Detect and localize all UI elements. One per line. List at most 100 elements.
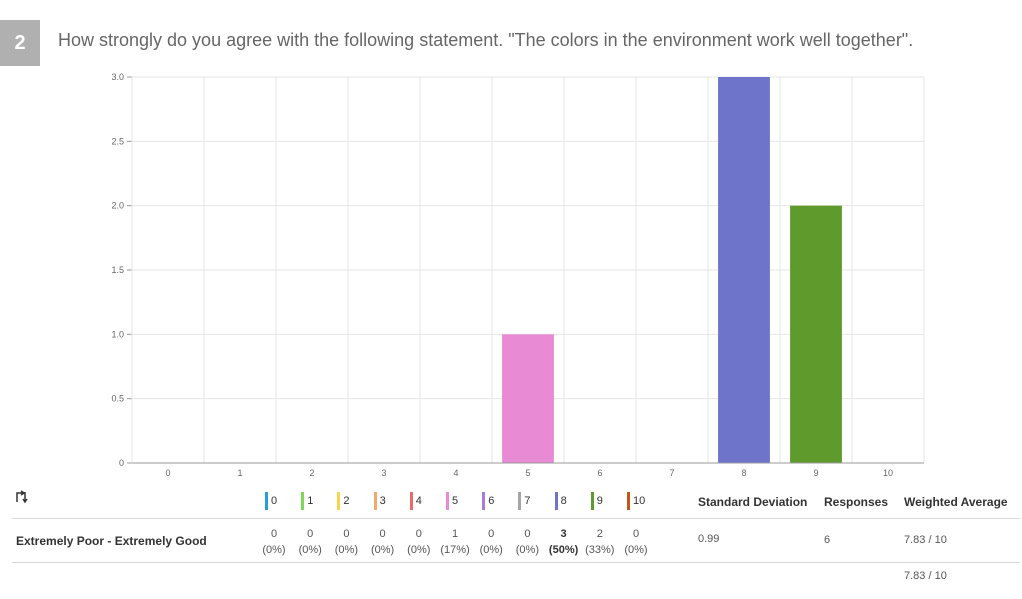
cell-percent: (0%) bbox=[262, 544, 286, 556]
y-tick-label: 2.5 bbox=[111, 136, 124, 146]
question-number: 2 bbox=[0, 20, 40, 66]
legend-swatch bbox=[265, 492, 268, 510]
x-tick-label: 6 bbox=[597, 468, 602, 478]
weighted-average-value: 7.83 / 10 bbox=[904, 534, 947, 546]
cell-count: 0 bbox=[415, 528, 422, 540]
cell-count: 0 bbox=[379, 528, 386, 540]
legend-swatch bbox=[373, 492, 377, 510]
x-tick-label: 8 bbox=[741, 468, 746, 478]
legend-label: 5 bbox=[452, 495, 459, 507]
legend-label: 9 bbox=[596, 495, 603, 507]
responses-value: 6 bbox=[824, 534, 831, 546]
legend-label: 7 bbox=[524, 495, 531, 507]
x-tick-label: 1 bbox=[237, 468, 242, 478]
question-text: How strongly do you agree with the follo… bbox=[58, 30, 914, 50]
legend-item-4: 4 bbox=[409, 492, 422, 510]
cell-count: 0 bbox=[488, 528, 495, 540]
cell-percent: (0%) bbox=[624, 544, 648, 556]
cell-percent: (33%) bbox=[585, 544, 615, 556]
legend-swatch bbox=[627, 492, 630, 510]
cell-count: 3 bbox=[560, 528, 567, 540]
cell-count: 2 bbox=[596, 528, 603, 540]
bar-5 bbox=[502, 334, 554, 463]
legend-item-9: 9 bbox=[590, 492, 603, 510]
table-divider-bottom bbox=[12, 562, 1020, 563]
bar-chart: 0 0.5 1.0 1.5 2.0 2.5 3.0 0 1 2 3 4 5 6 7 8 9 10 bbox=[111, 72, 925, 478]
legend-swatch bbox=[554, 492, 558, 510]
legend-swatch bbox=[446, 492, 449, 510]
header-weighted-average: Weighted Average bbox=[904, 495, 1008, 509]
legend-swatch bbox=[337, 492, 341, 510]
sort-arrows-icon[interactable] bbox=[14, 490, 32, 508]
legend-item-3: 3 bbox=[373, 492, 386, 510]
x-tick-label: 5 bbox=[525, 468, 530, 478]
table-cell: 0 (0%) bbox=[256, 526, 292, 558]
cell-count: 1 bbox=[451, 528, 459, 540]
y-tick-label: 1.0 bbox=[111, 329, 124, 339]
legend-swatch bbox=[301, 492, 305, 510]
legend-label: 6 bbox=[488, 495, 495, 507]
bar-8 bbox=[718, 77, 770, 463]
y-tick-label: 2.0 bbox=[111, 201, 124, 211]
cell-count: 0 bbox=[307, 528, 314, 540]
x-tick-label: 3 bbox=[381, 468, 386, 478]
header-responses: Responses bbox=[824, 495, 889, 509]
legend-label: 4 bbox=[415, 495, 422, 507]
header-std-dev: Standard Deviation bbox=[698, 495, 808, 509]
legend-item-8: 8 bbox=[554, 492, 567, 510]
bar-9 bbox=[790, 205, 842, 463]
legend-label: 10 bbox=[633, 495, 646, 507]
cell-percent: (0%) bbox=[370, 544, 395, 556]
cell-percent: (17%) bbox=[440, 544, 470, 556]
legend-item-0: 0 bbox=[265, 492, 277, 510]
y-tick-label: 3.0 bbox=[111, 72, 124, 82]
y-tick-label: 1.5 bbox=[111, 265, 124, 275]
table-cell: 0 (0%) bbox=[292, 526, 328, 558]
legend-swatch bbox=[518, 492, 522, 510]
cell-count: 0 bbox=[632, 528, 640, 540]
table-cell: 0 (0%) bbox=[618, 526, 654, 558]
x-tick-label: 10 bbox=[883, 468, 893, 478]
table-cell: 0 (0%) bbox=[328, 526, 364, 558]
legend-item-7: 7 bbox=[518, 492, 531, 510]
legend-item-6: 6 bbox=[482, 492, 494, 510]
legend-label: 8 bbox=[560, 495, 567, 507]
cell-count: 0 bbox=[270, 528, 278, 540]
legend-item-5: 5 bbox=[446, 492, 458, 510]
cell-percent: (0%) bbox=[515, 544, 539, 556]
x-tick-label: 7 bbox=[669, 468, 674, 478]
table-divider bbox=[12, 518, 1020, 519]
legend-swatch bbox=[590, 492, 594, 510]
legend-swatch bbox=[482, 492, 486, 510]
table-cell: 0 (0%) bbox=[365, 526, 401, 558]
table-cell: 0 (0%) bbox=[473, 526, 509, 558]
legend-item-1: 1 bbox=[301, 492, 313, 510]
legend-item-2: 2 bbox=[337, 492, 350, 510]
x-tick-label: 0 bbox=[165, 468, 170, 478]
x-tick-label: 2 bbox=[309, 468, 314, 478]
std-dev-value: 0.99 bbox=[698, 533, 720, 545]
cell-count: 0 bbox=[343, 528, 350, 540]
legend-label: 0 bbox=[271, 495, 278, 507]
x-tick-label: 4 bbox=[453, 468, 458, 478]
legend-label: 1 bbox=[307, 495, 314, 507]
legend-swatch bbox=[409, 492, 413, 510]
legend-label: 3 bbox=[379, 495, 386, 507]
table-cell: 0 (0%) bbox=[401, 526, 437, 558]
legend-label: 2 bbox=[343, 495, 350, 507]
table-cell: 2 (33%) bbox=[582, 526, 618, 558]
cell-count: 0 bbox=[524, 528, 531, 540]
footer-weighted-average: 7.83 / 10 bbox=[904, 570, 947, 582]
y-tick-label: 0 bbox=[119, 458, 124, 468]
cell-percent: (0%) bbox=[298, 544, 322, 556]
cell-percent: (0%) bbox=[334, 544, 358, 556]
cell-percent: (0%) bbox=[479, 544, 503, 556]
table-cell: 0 (0%) bbox=[509, 526, 545, 558]
legend-item-10: 10 bbox=[627, 492, 645, 510]
y-tick-label: 0.5 bbox=[111, 394, 124, 404]
cell-percent: (50%) bbox=[548, 544, 579, 556]
table-cell: 3 (50%) bbox=[546, 526, 582, 558]
cell-percent: (0%) bbox=[407, 544, 431, 556]
row-label: Extremely Poor - Extremely Good bbox=[16, 534, 207, 548]
table-cell: 1 (17%) bbox=[437, 526, 473, 558]
